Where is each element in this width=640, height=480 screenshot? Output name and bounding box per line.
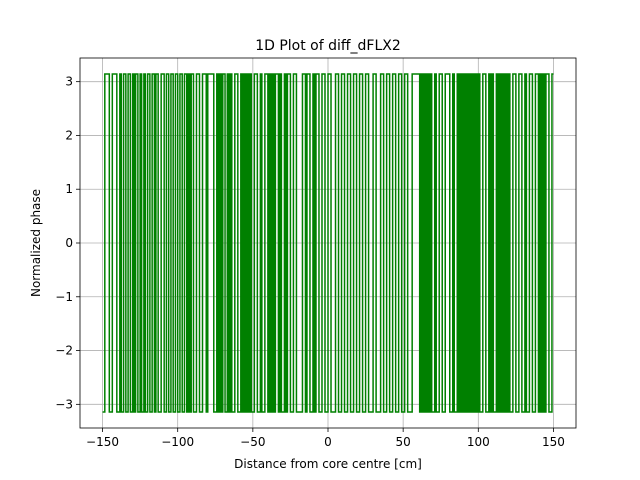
- y-axis-ticks: −3 −2 −1 0 1 2 3: [55, 75, 80, 411]
- y-tick-label: 3: [65, 75, 73, 89]
- series-line: [102, 73, 554, 413]
- y-axis-label: Normalized phase: [29, 189, 43, 297]
- y-tick-label: −1: [55, 290, 73, 304]
- x-tick-label: 50: [396, 435, 411, 449]
- y-tick-label: 0: [65, 236, 73, 250]
- y-tick-label: −2: [55, 344, 73, 358]
- y-tick-label: −3: [55, 397, 73, 411]
- x-tick-label: 100: [467, 435, 490, 449]
- y-tick-label: 1: [65, 182, 73, 196]
- x-axis-label: Distance from core centre [cm]: [234, 457, 422, 471]
- x-tick-label: −100: [161, 435, 194, 449]
- chart-title: 1D Plot of diff_dFLX2: [255, 38, 401, 54]
- x-tick-label: −50: [240, 435, 265, 449]
- x-tick-label: −150: [86, 435, 119, 449]
- y-tick-label: 2: [65, 128, 73, 142]
- x-tick-label: 150: [542, 435, 565, 449]
- x-axis-ticks: −150 −100 −50 0 50 100 150: [86, 428, 565, 449]
- series-group: [102, 73, 554, 413]
- x-tick-label: 0: [324, 435, 332, 449]
